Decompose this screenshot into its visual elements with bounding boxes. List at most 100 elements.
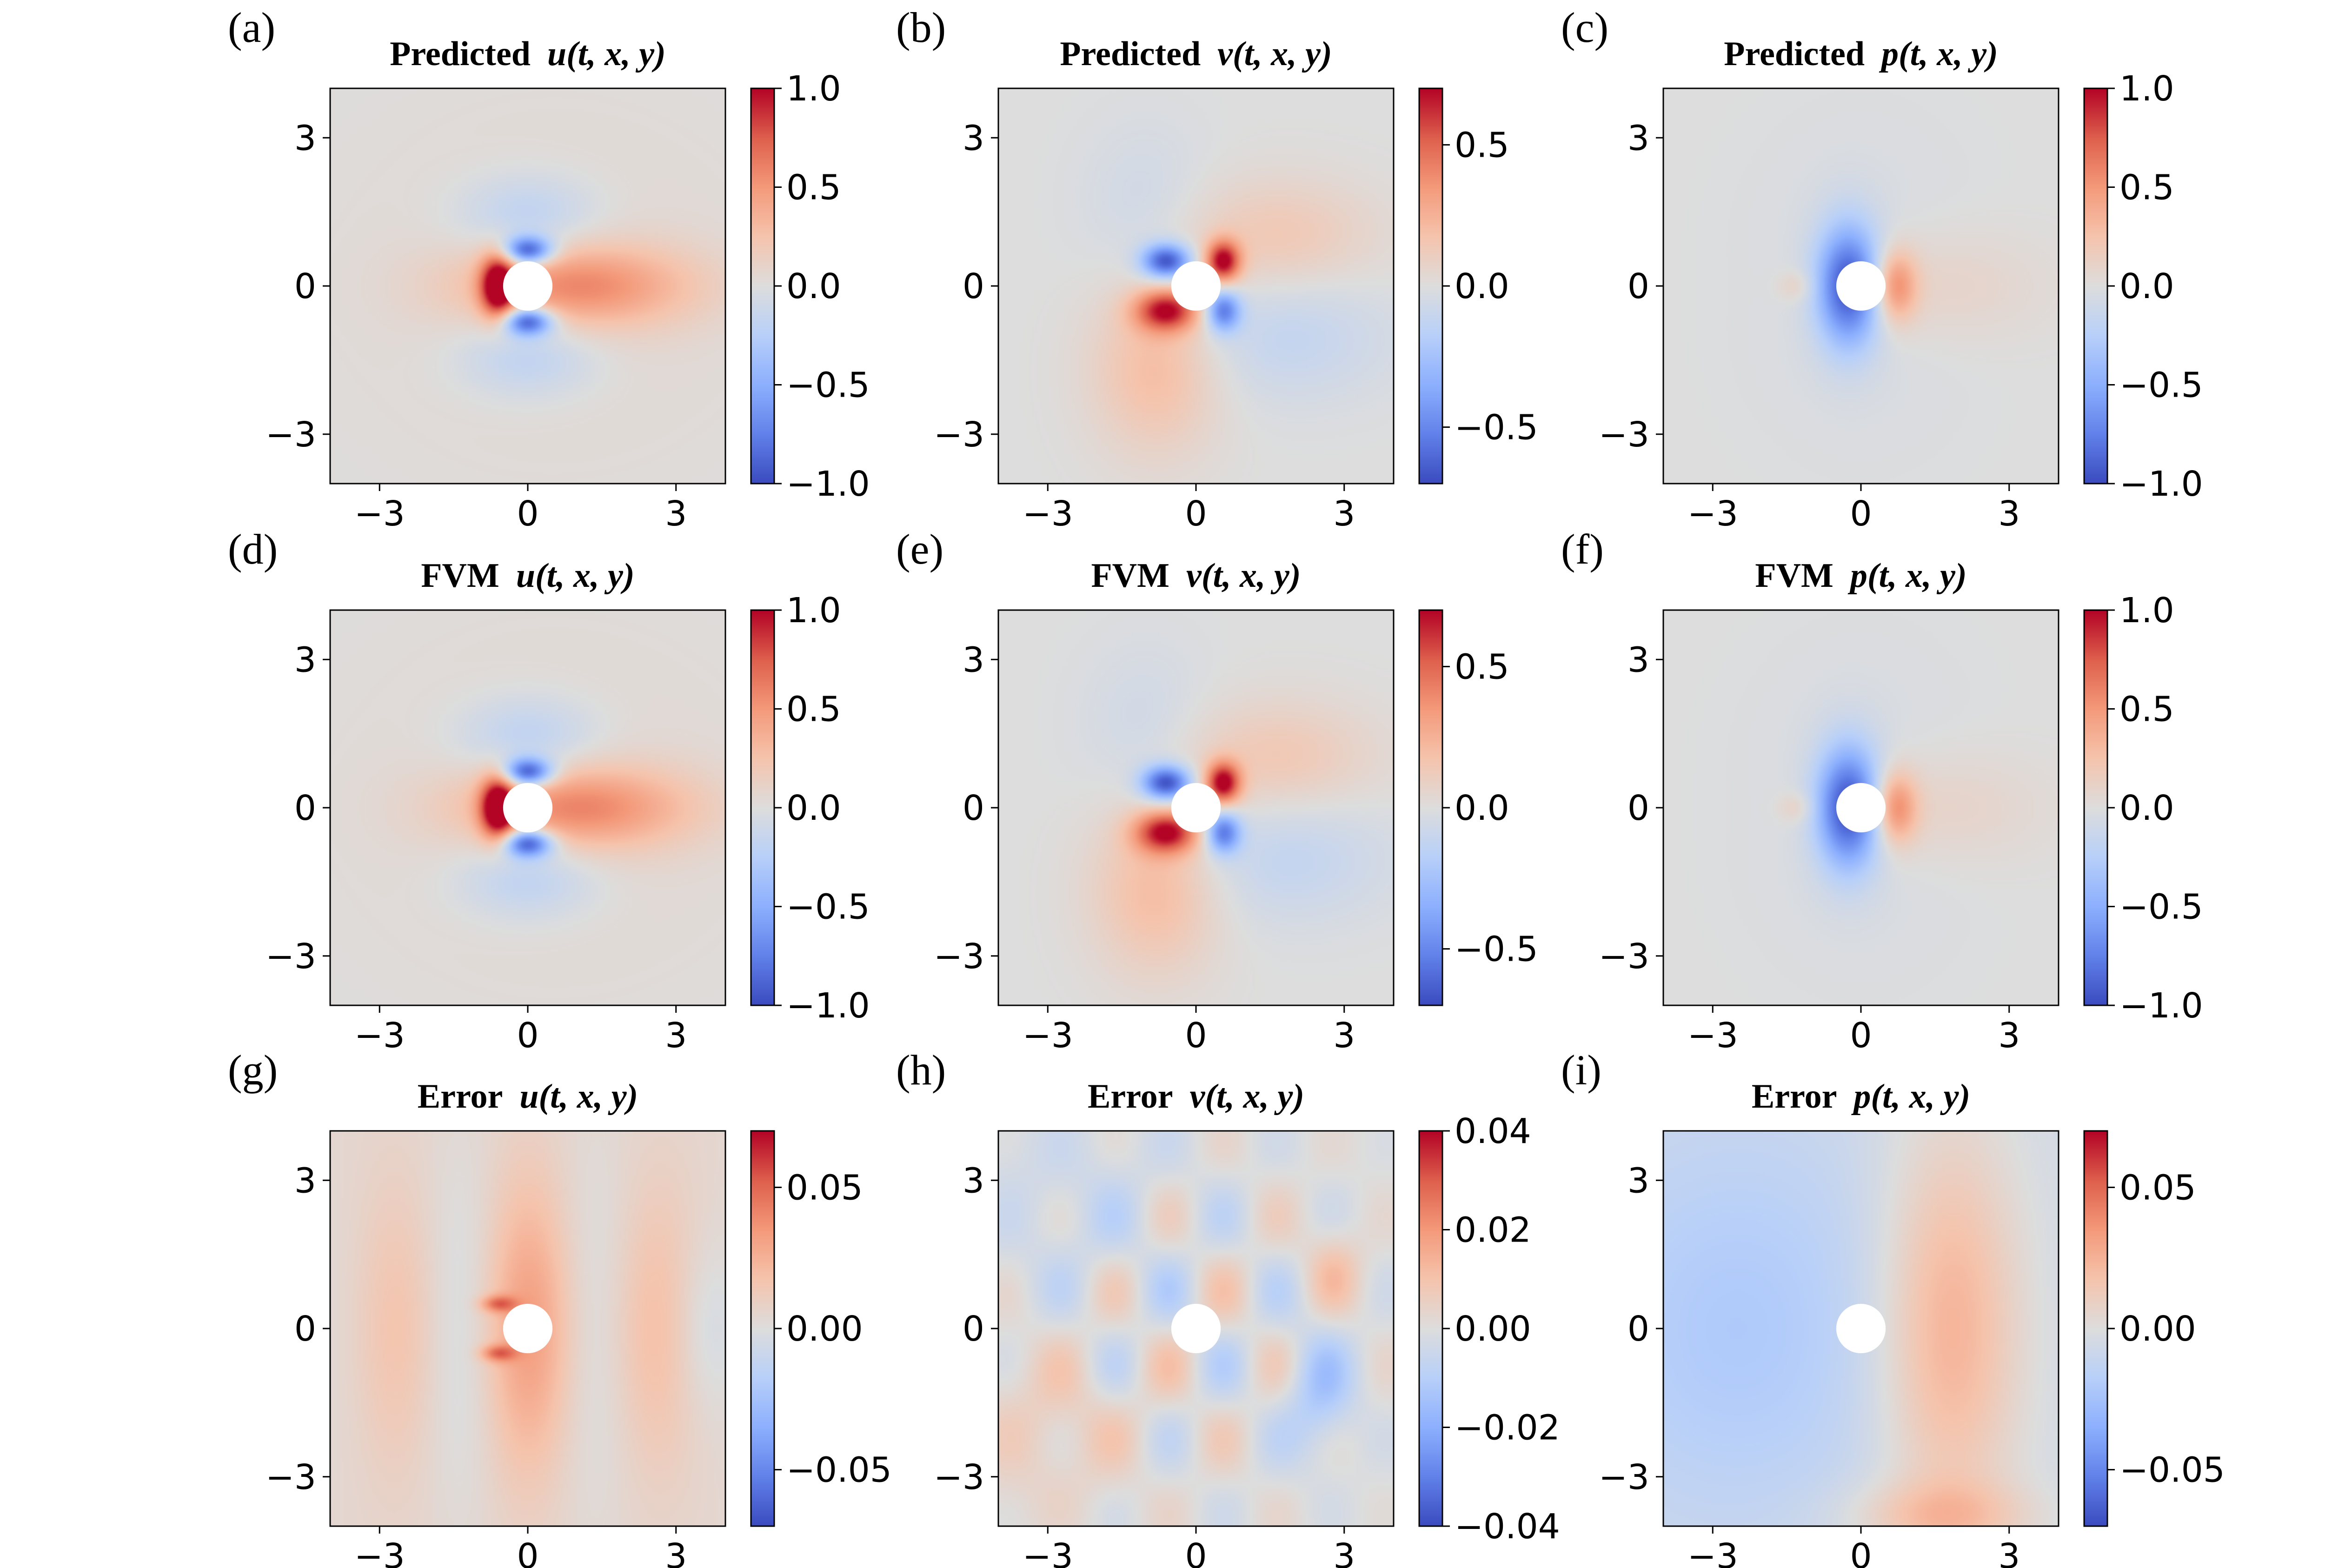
colorbar-h [1419,1131,1442,1526]
colorbar-label-h: 0.00 [1455,1309,1531,1349]
title-prefix: Error [1752,1077,1837,1116]
colorbar-c [2084,88,2107,484]
x-tick-label-g: 3 [665,1536,687,1568]
x-tick-label-b: 0 [1185,494,1207,534]
y-tick-label-i: 3 [1628,1161,1649,1201]
y-tick-label-a: 0 [294,266,316,306]
colorbar-f [2084,610,2107,1005]
y-tick-label-g: 0 [294,1309,316,1349]
x-tick-label-i: −3 [1687,1536,1738,1568]
panel-c: (c) Predicted p(t, x, y) −3 0 3 −3 0 3 −1.0 −0.5 0.… [1561,4,2203,534]
y-tick-label-h: 0 [963,1309,984,1349]
y-tick-label-c: 0 [1628,266,1649,306]
title-variable: v(t, x, y) [1217,35,1332,73]
title-variable: p(t, x, y) [1879,35,1998,73]
colorbar-label-d: 1.0 [786,591,841,631]
title-prefix: FVM [1755,557,1833,595]
colorbar-label-e: 0.0 [1455,788,1509,828]
y-tick-label-e: 0 [963,788,984,828]
x-tick-label-g: 0 [517,1536,538,1568]
panel-label-f: (f) [1561,525,1604,573]
y-tick-label-f: 3 [1628,640,1649,680]
colorbar-label-g: 0.00 [786,1309,863,1349]
panel-label-e: (e) [896,525,943,573]
x-tick-label-a: 3 [665,494,687,534]
colorbar-label-c: 0.0 [2119,266,2174,306]
x-tick-label-d: −3 [354,1016,405,1056]
colorbar-label-d: −1.0 [786,986,870,1026]
x-tick-label-e: 3 [1333,1016,1355,1056]
colorbar-label-d: 0.5 [786,690,841,730]
colorbar-label-c: 0.5 [2119,168,2174,208]
panel-title-a: Predicted u(t, x, y) [390,35,666,73]
x-tick-label-i: 3 [1998,1536,2020,1568]
y-tick-label-g: −3 [266,1457,316,1497]
colorbar-label-d: 0.0 [786,788,841,828]
title-variable: p(t, x, y) [1851,1077,1970,1116]
colorbar-label-a: 0.0 [786,266,841,306]
cylinder-obstacle-c [1836,261,1886,311]
title-variable: v(t, x, y) [1190,1077,1305,1116]
x-tick-label-f: −3 [1687,1016,1738,1056]
title-variable: u(t, x, y) [547,35,666,73]
panel-title-f: FVM p(t, x, y) [1755,557,1966,595]
colorbar-label-h: 0.02 [1455,1210,1531,1250]
y-tick-label-f: −3 [1599,937,1649,977]
panel-e: (e) FVM v(t, x, y) −3 0 3 −3 0 3 −0.5 0.0 0.5 [896,525,1538,1056]
x-tick-label-b: 3 [1333,494,1355,534]
colorbar-label-f: −0.5 [2119,887,2203,927]
panel-title-b: Predicted v(t, x, y) [1060,35,1332,73]
x-tick-label-h: 0 [1185,1536,1207,1568]
colorbar-label-h: 0.04 [1455,1111,1531,1151]
panel-label-d: (d) [228,525,278,573]
panel-label-b: (b) [896,4,946,51]
y-tick-label-h: −3 [934,1457,984,1497]
colorbar-a [751,88,774,484]
y-tick-label-g: 3 [294,1161,316,1201]
colorbar-label-i: −0.05 [2119,1450,2225,1490]
x-tick-label-b: −3 [1023,494,1073,534]
x-tick-label-f: 3 [1998,1016,2020,1056]
colorbar-label-h: −0.02 [1455,1408,1560,1448]
panel-d: (d) FVM u(t, x, y) −3 0 3 −3 0 3 −1.0 −0.5 0.0 0.5 1.… [228,525,870,1056]
panel-title-h: Error v(t, x, y) [1088,1077,1304,1116]
colorbar-label-e: 0.5 [1455,647,1509,687]
panel-label-c: (c) [1561,4,1608,51]
x-tick-label-f: 0 [1850,1016,1872,1056]
y-tick-label-i: 0 [1628,1309,1649,1349]
x-tick-label-a: 0 [517,494,538,534]
panel-h: (h) Error v(t, x, y) −3 0 3 −3 0 3 −0.04 −0.02 0.00… [896,1046,1560,1568]
title-prefix: Error [1088,1077,1173,1116]
y-tick-label-d: 0 [294,788,316,828]
x-tick-label-c: −3 [1687,494,1738,534]
y-tick-label-i: −3 [1599,1457,1649,1497]
panel-f: (f) FVM p(t, x, y) −3 0 3 −3 0 3 −1.0 −0.5 0.0 0.5 1.… [1561,525,2203,1056]
panel-a: (a) Predicted u(t, x, y) −3 0 3 −3 0 3 −1.0 −0.5 0.… [228,4,870,534]
title-variable: u(t, x, y) [519,1077,638,1116]
y-tick-label-e: −3 [934,937,984,977]
y-tick-label-b: −3 [934,415,984,455]
panel-b: (b) Predicted v(t, x, y) −3 0 3 −3 0 3 −0.5 0.0 0.5 [896,4,1538,534]
colorbar-label-b: 0.0 [1455,266,1509,306]
panel-label-a: (a) [228,4,275,51]
colorbar-label-c: 1.0 [2119,69,2174,109]
title-prefix: FVM [1091,557,1169,595]
cylinder-obstacle-i [1836,1303,1886,1354]
title-prefix: Predicted [1060,35,1201,73]
y-tick-label-h: 3 [963,1161,984,1201]
colorbar-label-a: 0.5 [786,168,841,208]
cylinder-obstacle-a [503,261,553,311]
cylinder-obstacle-f [1836,783,1886,833]
x-tick-label-a: −3 [354,494,405,534]
colorbar-label-h: −0.04 [1455,1507,1560,1547]
panel-g: (g) Error u(t, x, y) −3 0 3 −3 0 3 −0.05 0.00 0.05 [228,1046,892,1568]
panel-title-i: Error p(t, x, y) [1752,1077,1970,1116]
colorbar-label-f: −1.0 [2119,986,2203,1026]
title-prefix: Error [418,1077,503,1116]
x-tick-label-g: −3 [354,1536,405,1568]
colorbar-label-a: −0.5 [786,365,870,405]
panel-title-e: FVM v(t, x, y) [1091,557,1301,595]
colorbar-label-i: 0.05 [2119,1168,2196,1208]
x-tick-label-h: −3 [1023,1536,1073,1568]
title-variable: p(t, x, y) [1847,557,1967,595]
